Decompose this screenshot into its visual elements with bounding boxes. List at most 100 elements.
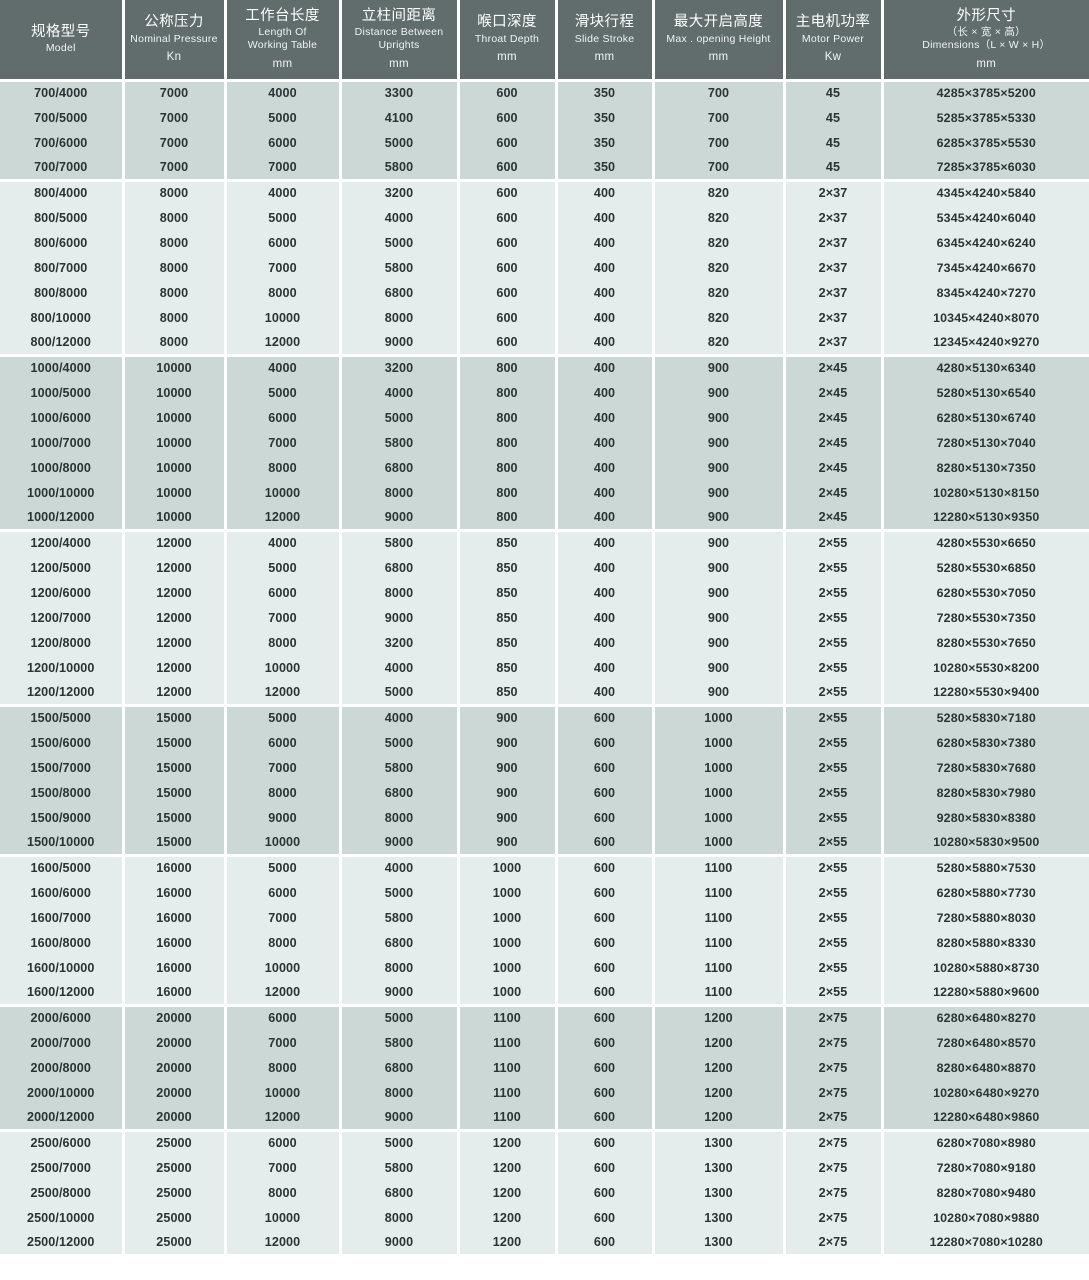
cell-motor_power: 2×75 xyxy=(784,1030,884,1055)
cell-model: 800/5000 xyxy=(0,205,125,230)
table-row: 2500/10000 25000 10000 8000 1200 600 1300 2×75 1… xyxy=(0,1205,1089,1230)
cell-slide_stroke: 600 xyxy=(556,1080,655,1105)
cell-slide_stroke: 600 xyxy=(556,805,655,830)
cell-model: 800/6000 xyxy=(0,230,125,255)
cell-working_table_length: 8000 xyxy=(225,780,342,805)
cell-dimensions: 7280×7080×9180 xyxy=(882,1155,1089,1180)
cell-dimensions: 5280×5130×6540 xyxy=(882,380,1089,405)
cell-motor_power: 2×55 xyxy=(784,528,884,555)
cell-distance_between_uprights: 8000 xyxy=(340,805,460,830)
column-header-en-distance_between_uprights: Distance Between xyxy=(354,26,444,39)
cell-max_opening_height: 1000 xyxy=(653,755,786,780)
column-header-slide_stroke: 滑块行程 Slide Stroke mm xyxy=(556,0,655,82)
cell-working_table_length: 8000 xyxy=(225,280,342,305)
cell-motor_power: 2×37 xyxy=(784,230,884,255)
cell-throat_depth: 600 xyxy=(458,255,558,280)
cell-max_opening_height: 1300 xyxy=(653,1205,786,1230)
cell-distance_between_uprights: 5800 xyxy=(340,1155,460,1180)
cell-slide_stroke: 400 xyxy=(556,555,655,580)
cell-throat_depth: 1000 xyxy=(458,853,558,880)
cell-max_opening_height: 1200 xyxy=(653,1055,786,1080)
cell-distance_between_uprights: 5800 xyxy=(340,155,460,180)
cell-max_opening_height: 820 xyxy=(653,178,786,205)
cell-nominal_pressure: 8000 xyxy=(123,280,227,305)
cell-slide_stroke: 400 xyxy=(556,353,655,380)
cell-model: 1200/10000 xyxy=(0,655,125,680)
cell-model: 800/7000 xyxy=(0,255,125,280)
cell-working_table_length: 9000 xyxy=(225,805,342,830)
cell-throat_depth: 900 xyxy=(458,805,558,830)
column-header-en-throat_depth: Throat Depth xyxy=(474,32,540,45)
cell-nominal_pressure: 12000 xyxy=(123,655,227,680)
table-row: 2000/8000 20000 8000 6800 1100 600 1200 2×75 828… xyxy=(0,1055,1089,1080)
cell-working_table_length: 4000 xyxy=(225,178,342,205)
cell-throat_depth: 1100 xyxy=(458,1030,558,1055)
cell-dimensions: 6280×5530×7050 xyxy=(882,580,1089,605)
column-header-cn-dimensions: 外形尺寸 xyxy=(956,7,1017,24)
table-row: 1200/8000 12000 8000 3200 850 400 900 2×55 8280×… xyxy=(0,630,1089,655)
cell-dimensions: 12280×5880×9600 xyxy=(882,980,1089,1005)
cell-working_table_length: 6000 xyxy=(225,580,342,605)
cell-model: 2500/12000 xyxy=(0,1230,125,1257)
column-header-unit-throat_depth: mm xyxy=(497,51,517,64)
cell-motor_power: 2×55 xyxy=(784,980,884,1005)
cell-motor_power: 45 xyxy=(784,80,884,105)
table-row: 1000/10000 10000 10000 8000 800 400 900 2×45 102… xyxy=(0,480,1089,505)
cell-distance_between_uprights: 4000 xyxy=(340,853,460,880)
cell-model: 1500/9000 xyxy=(0,805,125,830)
cell-nominal_pressure: 10000 xyxy=(123,430,227,455)
cell-slide_stroke: 600 xyxy=(556,1105,655,1130)
column-header-en-dimensions: （长 × 宽 × 高） xyxy=(946,26,1026,39)
cell-max_opening_height: 1100 xyxy=(653,905,786,930)
cell-throat_depth: 1100 xyxy=(458,1080,558,1105)
cell-max_opening_height: 900 xyxy=(653,580,786,605)
cell-distance_between_uprights: 5800 xyxy=(340,528,460,555)
cell-model: 700/7000 xyxy=(0,155,125,180)
cell-working_table_length: 12000 xyxy=(225,505,342,530)
cell-slide_stroke: 600 xyxy=(556,930,655,955)
cell-model: 1500/7000 xyxy=(0,755,125,780)
cell-model: 1200/7000 xyxy=(0,605,125,630)
cell-dimensions: 8280×5530×7650 xyxy=(882,630,1089,655)
cell-distance_between_uprights: 8000 xyxy=(340,305,460,330)
cell-nominal_pressure: 20000 xyxy=(123,1080,227,1105)
cell-max_opening_height: 900 xyxy=(653,680,786,705)
cell-model: 1600/10000 xyxy=(0,955,125,980)
cell-motor_power: 2×75 xyxy=(784,1128,884,1155)
cell-dimensions: 6280×6480×8270 xyxy=(882,1003,1089,1030)
cell-dimensions: 7280×5880×8030 xyxy=(882,905,1089,930)
cell-motor_power: 2×55 xyxy=(784,730,884,755)
cell-working_table_length: 5000 xyxy=(225,555,342,580)
cell-model: 1000/8000 xyxy=(0,455,125,480)
cell-throat_depth: 600 xyxy=(458,155,558,180)
cell-slide_stroke: 600 xyxy=(556,1180,655,1205)
cell-max_opening_height: 1000 xyxy=(653,780,786,805)
cell-distance_between_uprights: 4000 xyxy=(340,655,460,680)
cell-max_opening_height: 1100 xyxy=(653,955,786,980)
cell-motor_power: 2×55 xyxy=(784,605,884,630)
cell-throat_depth: 600 xyxy=(458,280,558,305)
cell-nominal_pressure: 16000 xyxy=(123,905,227,930)
column-header-en-slide_stroke: Slide Stroke xyxy=(574,32,635,45)
column-header-unit-nominal_pressure: Kn xyxy=(166,51,182,64)
cell-working_table_length: 10000 xyxy=(225,955,342,980)
cell-dimensions: 10280×5830×9500 xyxy=(882,830,1089,855)
cell-distance_between_uprights: 9000 xyxy=(340,980,460,1005)
cell-slide_stroke: 600 xyxy=(556,980,655,1005)
cell-max_opening_height: 820 xyxy=(653,330,786,355)
cell-motor_power: 2×55 xyxy=(784,680,884,705)
cell-working_table_length: 10000 xyxy=(225,830,342,855)
cell-slide_stroke: 400 xyxy=(556,580,655,605)
cell-motor_power: 2×75 xyxy=(784,1230,884,1257)
cell-distance_between_uprights: 9000 xyxy=(340,605,460,630)
cell-max_opening_height: 820 xyxy=(653,255,786,280)
column-header-working_table_length: 工作台长度 Length Of Working Table mm xyxy=(225,0,342,82)
cell-slide_stroke: 400 xyxy=(556,255,655,280)
cell-working_table_length: 7000 xyxy=(225,255,342,280)
cell-nominal_pressure: 7000 xyxy=(123,80,227,105)
column-header-unit-max_opening_height: mm xyxy=(708,51,729,64)
cell-nominal_pressure: 10000 xyxy=(123,505,227,530)
cell-throat_depth: 1200 xyxy=(458,1155,558,1180)
cell-model: 2500/8000 xyxy=(0,1180,125,1205)
